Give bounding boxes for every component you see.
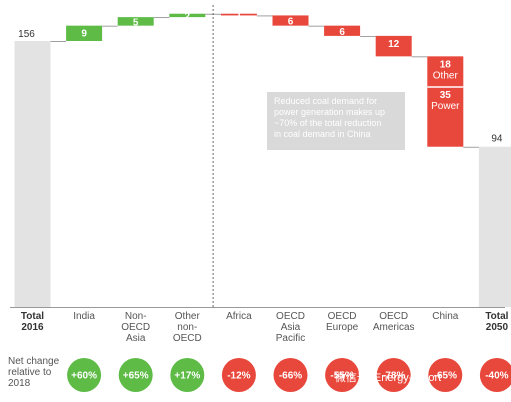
net-change-badge	[170, 358, 205, 392]
net-change-value: -12%	[227, 371, 250, 382]
total-2016-label: Total	[21, 311, 44, 322]
annotation-line: ~70% of the total reduction	[274, 118, 381, 128]
segment-name-label: Other	[433, 70, 459, 81]
net-change-value: -66%	[279, 371, 302, 382]
total-2050-year: 2050	[486, 322, 509, 333]
total-2050-value: 94	[491, 134, 503, 145]
total-2050-bar	[478, 146, 511, 307]
net-change-value: -78%	[382, 371, 405, 382]
net-change-badge	[221, 358, 256, 392]
bar-china-power	[427, 87, 464, 147]
net-change-value-total: -40%	[485, 371, 508, 382]
category-label: Americas	[373, 322, 415, 333]
category-label: OECD	[379, 311, 408, 322]
net-change-value: +65%	[123, 371, 149, 382]
bar-value-label: 1	[236, 11, 242, 22]
category-label: non-	[177, 322, 197, 333]
bar-value-label: 6	[288, 17, 294, 28]
net-change-badge	[428, 358, 463, 392]
total-2016-bar	[14, 41, 51, 307]
category-label: India	[73, 311, 95, 322]
bar-value-label: 6	[339, 27, 345, 38]
bar-value-label: 2	[185, 11, 191, 22]
net-change-badge	[273, 358, 308, 392]
bar-value-label: 9	[81, 29, 87, 40]
category-label: OECD	[328, 311, 357, 322]
net-change-value: +17%	[174, 371, 200, 382]
annotation-line: power generation makes up	[274, 107, 385, 117]
annotation-line: Reduced coal demand for	[274, 96, 377, 106]
net-change-badges-layer: +60% +65% +17% -12% -66% -55% -78% -65% -40%	[67, 358, 511, 392]
bars-layer	[10, 5, 511, 308]
category-label: Asia	[126, 333, 146, 344]
annotation-text: Reduced coal demand for power generation …	[274, 96, 385, 139]
watermark-text: 微信号: Energy-report	[335, 370, 441, 384]
annotation-line: in coal demand in China	[274, 129, 371, 139]
annotation-bg	[267, 92, 405, 150]
annotation-box: Reduced coal demand for power generation …	[267, 92, 419, 150]
net-change-value: +60%	[71, 371, 97, 382]
category-labels-layer: 156 9India5Non-OECDAsia2Othernon-OECD1Afr…	[8, 11, 509, 389]
category-label: Europe	[326, 322, 359, 333]
net-change-badge	[376, 358, 411, 392]
segment-name-label: Power	[431, 101, 460, 112]
bar-oecd-europe	[324, 25, 361, 36]
category-label: OECD	[276, 311, 305, 322]
bar-value-label: 5	[133, 17, 139, 28]
category-label: Non-	[125, 311, 147, 322]
category-label: Other	[175, 311, 201, 322]
category-label: China	[432, 311, 459, 322]
category-label: Asia	[281, 322, 301, 333]
category-label: Africa	[226, 311, 252, 322]
net-change-value: -65%	[434, 371, 457, 382]
net-change-badge	[67, 358, 102, 392]
net-change-badge	[118, 358, 153, 392]
bar-value-label: 12	[388, 39, 400, 50]
net-change-caption: relative to	[8, 367, 52, 378]
bar-africa	[220, 13, 257, 16]
total-2016-year: 2016	[21, 322, 44, 333]
category-label: Pacific	[276, 333, 305, 344]
net-change-value: -55%	[330, 371, 353, 382]
net-change-caption: Net change	[8, 356, 60, 367]
bar-china-other	[427, 56, 464, 88]
bar-non--oecd-asia	[117, 17, 154, 26]
category-label: OECD	[173, 333, 202, 344]
total-2050-label: Total	[485, 311, 508, 322]
bar-oecd-americas	[375, 35, 412, 57]
net-change-badge-total	[479, 358, 511, 392]
bar-oecd-asia-pacific	[272, 15, 309, 26]
bar-value-label: 18	[440, 59, 452, 70]
net-change-badge	[325, 358, 360, 392]
total-2016-value: 156	[18, 29, 35, 40]
bar-india	[66, 25, 103, 41]
net-change-caption: 2018	[8, 378, 31, 389]
bar-value-label: 35	[440, 90, 452, 101]
bar-other-non--oecd	[169, 13, 206, 18]
category-label: OECD	[121, 322, 150, 333]
